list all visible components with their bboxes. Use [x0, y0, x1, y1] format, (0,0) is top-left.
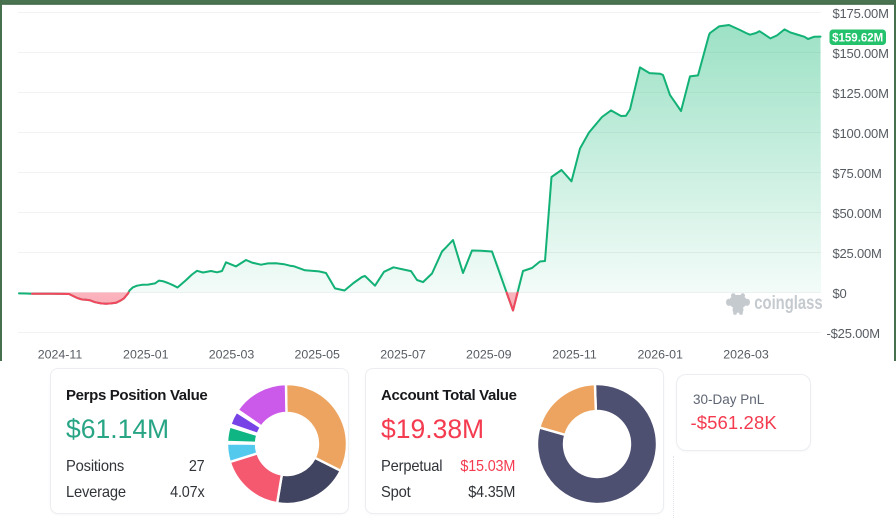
svg-text:2026-03: 2026-03 [723, 348, 769, 362]
svg-text:2025-05: 2025-05 [294, 348, 340, 362]
svg-text:$125.00M: $125.00M [833, 86, 889, 101]
svg-text:$150.00M: $150.00M [833, 46, 889, 61]
svg-text:$50.00M: $50.00M [833, 206, 882, 221]
svg-text:coinglass: coinglass [754, 292, 822, 313]
svg-text:2025-01: 2025-01 [123, 348, 169, 362]
svg-text:2025-09: 2025-09 [466, 348, 512, 362]
svg-text:2024-11: 2024-11 [38, 348, 83, 362]
svg-text:2025-07: 2025-07 [380, 348, 426, 362]
svg-text:-$25.00M: -$25.00M [827, 326, 880, 341]
svg-text:$100.00M: $100.00M [833, 126, 889, 141]
svg-text:$175.00M: $175.00M [833, 6, 889, 21]
svg-text:2025-11: 2025-11 [552, 348, 597, 362]
svg-text:2025-03: 2025-03 [209, 348, 255, 362]
svg-text:$0: $0 [833, 286, 847, 301]
svg-text:$25.00M: $25.00M [833, 246, 882, 261]
svg-text:2026-01: 2026-01 [637, 348, 683, 362]
svg-text:$75.00M: $75.00M [833, 166, 882, 181]
svg-text:$159.62M: $159.62M [832, 33, 883, 45]
